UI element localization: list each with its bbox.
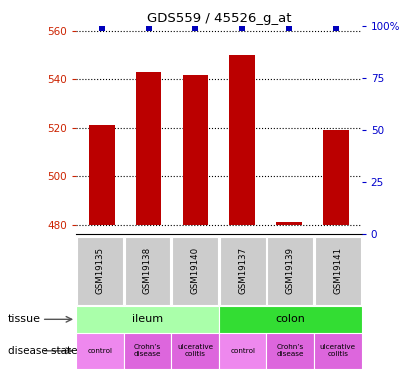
Text: ulcerative
colitis: ulcerative colitis — [320, 344, 356, 357]
Bar — [315, 237, 361, 305]
Point — [242, 320, 248, 326]
Bar — [171, 333, 219, 369]
Bar — [182, 75, 208, 225]
Point — [192, 26, 199, 32]
Bar — [266, 333, 314, 369]
Text: GSM19135: GSM19135 — [95, 248, 104, 294]
Bar — [219, 333, 266, 369]
Point — [332, 26, 339, 32]
Text: control: control — [88, 348, 112, 354]
Title: GDS559 / 45526_g_at: GDS559 / 45526_g_at — [147, 12, 291, 25]
Bar — [268, 237, 313, 305]
Text: GSM19138: GSM19138 — [143, 248, 152, 294]
Point — [145, 26, 152, 32]
Point — [242, 132, 248, 138]
Text: tissue: tissue — [8, 314, 41, 324]
Bar — [276, 222, 302, 225]
Text: GSM19139: GSM19139 — [286, 248, 295, 294]
Bar — [124, 333, 171, 369]
Bar — [219, 306, 362, 333]
Point — [239, 26, 245, 32]
Text: control: control — [230, 348, 255, 354]
Text: ileum: ileum — [132, 314, 163, 324]
Bar — [323, 130, 349, 225]
Text: GSM19140: GSM19140 — [191, 248, 200, 294]
Bar — [76, 333, 124, 369]
Text: GSM19141: GSM19141 — [333, 248, 342, 294]
Point — [99, 26, 105, 32]
Text: disease state: disease state — [8, 346, 78, 356]
Point — [286, 26, 292, 32]
Text: Crohn’s
disease: Crohn’s disease — [134, 344, 161, 357]
Bar — [125, 237, 170, 305]
Bar — [76, 306, 219, 333]
Bar — [229, 55, 255, 225]
Text: colon: colon — [275, 314, 305, 324]
Bar — [136, 72, 162, 225]
Text: ulcerative
colitis: ulcerative colitis — [177, 344, 213, 357]
Bar — [77, 237, 123, 305]
Bar — [314, 333, 362, 369]
Bar — [89, 126, 115, 225]
Text: GSM19137: GSM19137 — [238, 248, 247, 294]
Bar — [220, 237, 266, 305]
Text: Crohn’s
disease: Crohn’s disease — [277, 344, 304, 357]
Bar — [172, 237, 218, 305]
